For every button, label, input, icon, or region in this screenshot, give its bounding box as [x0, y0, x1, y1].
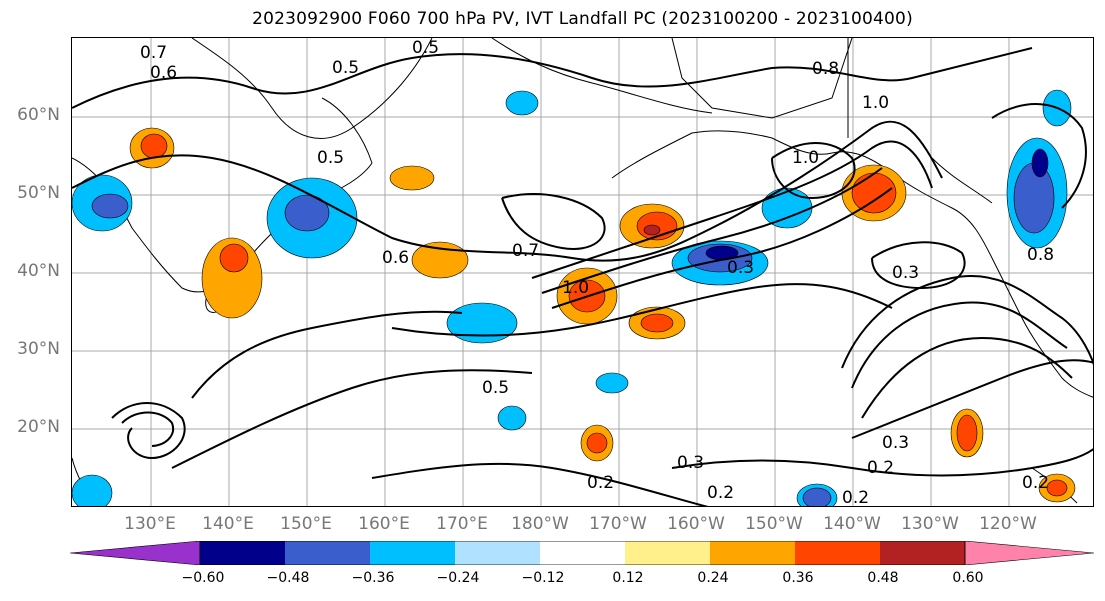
colorbar-tick: 0.12	[612, 570, 644, 586]
lon-label: 180°W	[511, 514, 569, 534]
colorbar-tick: −0.12	[521, 570, 565, 586]
contour-label: 0.2	[587, 473, 614, 493]
lon-label: 140°E	[202, 514, 254, 534]
contour-labels: 0.7 0.6 0.5 0.5 0.5 0.8 1.0 1.0 0.7 0.6 …	[140, 38, 1054, 507]
colorbar-tick: 0.24	[697, 570, 729, 586]
contour-label: 1.0	[792, 148, 819, 168]
pv-contours	[72, 47, 1093, 506]
contour-label: 0.5	[332, 58, 359, 78]
lat-label: 40°N	[17, 261, 60, 281]
contour-label: 0.3	[882, 433, 909, 453]
colorbar-extend-min	[70, 541, 201, 565]
contour-label: 0.2	[1022, 473, 1049, 493]
contour-label: 1.0	[562, 278, 589, 298]
lon-label: 170°E	[436, 514, 488, 534]
contour-label: 0.3	[727, 258, 754, 278]
map-canvas: 0.7 0.6 0.5 0.5 0.5 0.8 1.0 1.0 0.7 0.6 …	[72, 38, 1093, 507]
colorbar-segment	[540, 541, 625, 565]
contour-label: 0.5	[482, 378, 509, 398]
colorbar-tick: 0.36	[782, 570, 814, 586]
contour-label: 0.6	[150, 63, 177, 83]
contour-label: 0.2	[707, 483, 734, 503]
contour-label: 0.7	[512, 241, 539, 261]
colorbar-segment	[795, 541, 880, 565]
colorbar-segment	[455, 541, 540, 565]
lon-label: 170°W	[589, 514, 647, 534]
contour-label: 0.8	[812, 59, 839, 79]
lon-label: 130°E	[124, 514, 176, 534]
colorbar-extend-max	[964, 541, 1095, 565]
lon-label: 150°E	[280, 514, 332, 534]
lon-label: 120°W	[979, 514, 1037, 534]
contour-label: 0.8	[1027, 245, 1054, 265]
colorbar-segment	[625, 541, 710, 565]
map-title: 2023092900 F060 700 hPa PV, IVT Landfall…	[252, 9, 913, 29]
colorbar-segment	[710, 541, 795, 565]
lon-label: 130°W	[901, 514, 959, 534]
colorbar-tick: −0.24	[436, 570, 480, 586]
pv-shading	[72, 89, 1076, 506]
colorbar-tick: −0.36	[351, 570, 395, 586]
contour-label: 0.5	[412, 38, 439, 58]
lon-label: 140°W	[823, 514, 881, 534]
colorbar-tick: −0.60	[181, 570, 225, 586]
colorbar-tick: 0.60	[952, 570, 984, 586]
lat-label: 60°N	[17, 105, 60, 125]
contour-label: 0.5	[317, 148, 344, 168]
colorbar-segment	[285, 541, 370, 565]
lat-label: 20°N	[17, 417, 60, 437]
colorbar-segment	[880, 541, 965, 565]
lat-label: 30°N	[17, 339, 60, 359]
lon-label: 160°E	[358, 514, 410, 534]
lon-label: 160°W	[667, 514, 725, 534]
contour-label: 0.2	[842, 488, 869, 507]
contour-label: 0.2	[867, 458, 894, 478]
colorbar-segment	[200, 541, 285, 565]
contour-label: 0.3	[677, 453, 704, 473]
colorbar-tick: 0.48	[867, 570, 899, 586]
map-panel: 0.7 0.6 0.5 0.5 0.5 0.8 1.0 1.0 0.7 0.6 …	[71, 37, 1094, 507]
lon-label: 150°W	[745, 514, 803, 534]
contour-label: 0.7	[140, 43, 167, 63]
colorbar	[70, 541, 1095, 565]
contour-label: 0.6	[382, 248, 409, 268]
contour-label: 1.0	[862, 93, 889, 113]
contour-label: 0.3	[892, 263, 919, 283]
colorbar-tick: −0.48	[266, 570, 310, 586]
colorbar-segment	[370, 541, 455, 565]
lat-label: 50°N	[17, 183, 60, 203]
